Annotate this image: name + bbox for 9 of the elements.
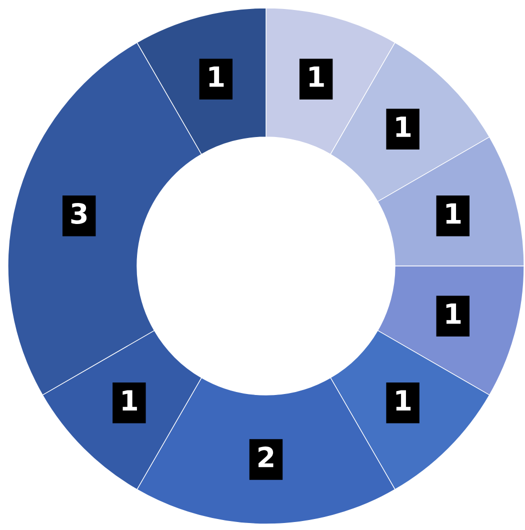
data-label: 1: [396, 116, 411, 137]
data-label: 2: [258, 446, 274, 468]
data-label: 1: [122, 390, 137, 410]
data-label: 1: [446, 303, 461, 324]
data-label: 1: [396, 390, 411, 410]
data-label: 1: [310, 66, 324, 87]
data-label: 3: [71, 202, 87, 224]
data-label: 1: [209, 66, 224, 87]
data-label: 1: [446, 203, 461, 224]
